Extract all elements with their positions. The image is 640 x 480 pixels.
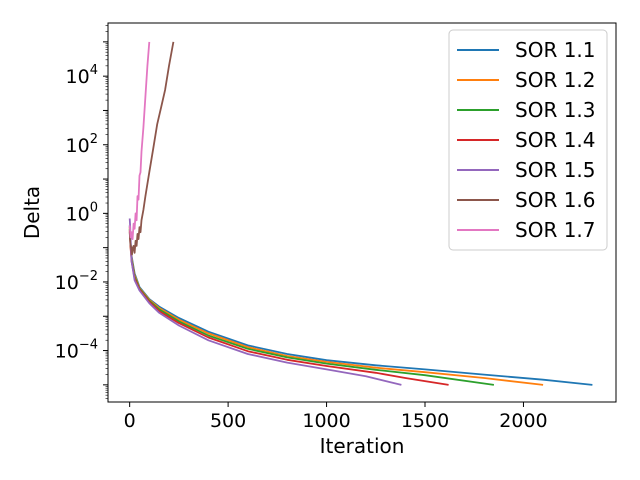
legend-label: SOR 1.6 — [515, 188, 596, 212]
y-tick-exponent: 4 — [90, 63, 98, 78]
legend-label: SOR 1.7 — [515, 218, 596, 242]
legend-box — [448, 29, 608, 251]
legend-label: SOR 1.5 — [515, 158, 596, 182]
y-tick-base: 10 — [66, 135, 90, 157]
y-tick-base: 10 — [66, 66, 90, 88]
x-tick-label: 500 — [210, 410, 246, 432]
series-line-6 — [128, 41, 175, 256]
y-tick-label: 10−2 — [55, 269, 98, 294]
x-tick-label: 0 — [124, 410, 136, 432]
y-axis-label: Delta — [20, 186, 44, 239]
y-tick-label: 102 — [66, 132, 98, 157]
x-axis-ticks: 0 500 1000 1500 2000 — [124, 402, 548, 432]
y-tick-exponent: 0 — [90, 200, 98, 215]
series-line-7 — [128, 41, 151, 241]
x-axis-label: Iteration — [320, 434, 405, 458]
y-tick-label: 10−4 — [55, 338, 98, 363]
y-tick-base: 10 — [55, 341, 79, 363]
y-tick-exponent: −2 — [79, 269, 98, 284]
x-tick-label: 1000 — [302, 410, 350, 432]
legend-label: SOR 1.3 — [515, 98, 596, 122]
y-tick-base: 10 — [66, 203, 90, 225]
legend-label: SOR 1.4 — [515, 128, 596, 152]
legend-label: SOR 1.1 — [515, 38, 596, 62]
y-tick-exponent: −4 — [79, 338, 98, 353]
y-tick-label: 104 — [66, 63, 98, 88]
series-layer — [128, 41, 593, 386]
legend-label: SOR 1.2 — [515, 68, 596, 92]
x-tick-label: 2000 — [499, 410, 547, 432]
y-tick-label: 100 — [66, 200, 98, 225]
plot-frame — [107, 22, 617, 403]
y-tick-exponent: 2 — [90, 132, 98, 147]
y-tick-base: 10 — [55, 272, 79, 294]
legend: SOR 1.1 SOR 1.2 SOR 1.3 SOR 1.4 SOR 1.5 SOR 1… — [448, 29, 608, 251]
x-tick-label: 1500 — [401, 410, 449, 432]
